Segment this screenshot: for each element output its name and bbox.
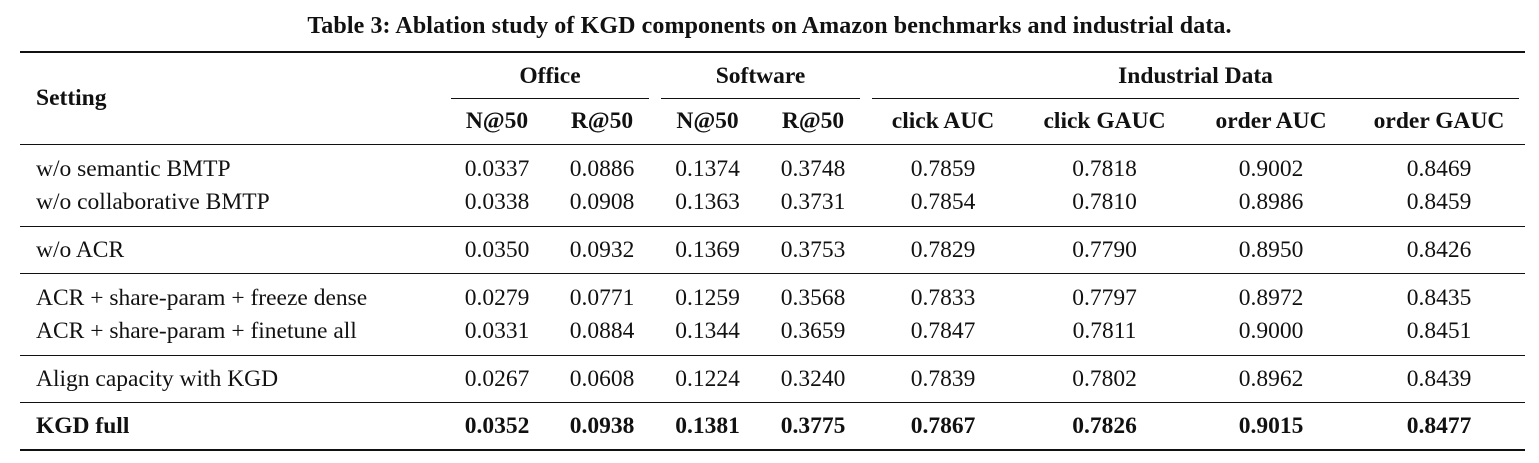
group-label-industrial: Industrial Data [1118,62,1273,89]
table-cell: 0.7810 [1072,189,1137,215]
table-cell: 0.3568 [780,285,846,311]
table-cell: 0.0338 [464,189,530,215]
header-row-columns: N@50 R@50 N@50 R@50 click AUC click GAUC… [20,99,1525,145]
group-label-office: Office [519,62,581,89]
table-cell: 0.8962 [1238,365,1304,392]
table-cell: 0.1369 [675,236,740,263]
column-header: R@50 [570,108,634,134]
table-cell: 0.1363 [675,189,740,215]
group-header-office: Office [445,52,655,99]
table-cell: 0.8950 [1238,236,1304,263]
table-caption: Table 3: Ablation study of KGD component… [307,13,1232,39]
table-cell: 0.7790 [1072,236,1137,263]
column-header: N@50 [465,108,529,134]
column-header: N@50 [676,108,739,134]
group-header-software: Software [655,52,866,99]
table-cell: 0.0932 [569,236,635,263]
table-row: Align capacity with KGD 0.0267 0.0608 0.… [20,355,1526,403]
table-cell: 0.1224 [675,365,740,392]
group-underline-industrial [872,98,1520,99]
table-cell: 0.7811 [1072,318,1137,344]
ablation-table: Setting Office Software Industrial Data … [20,51,1526,451]
table-cell: 0.1259 [675,285,740,311]
table-row: w/o semantic BMTP 0.0337 0.0886 0.1374 0… [20,144,1526,187]
table-cell: 0.0886 [569,156,635,182]
table-cell: 0.7839 [910,365,976,392]
table-row-full-model: KGD full 0.0352 0.0938 0.1381 0.3775 0.7… [20,402,1526,450]
table-cell: 0.8469 [1406,156,1472,182]
table-cell: 0.1374 [675,156,740,182]
group-underline-office [451,98,650,99]
table-cell: 0.7847 [910,318,976,344]
table-cell: 0.7829 [910,236,976,263]
table-cell: 0.3775 [780,412,846,439]
table-cell: 0.8439 [1406,365,1472,392]
table-cell: 0.7854 [910,189,976,215]
table-cell: 0.3753 [780,236,846,263]
table-cell: 0.9002 [1238,156,1304,182]
setting-header: Setting [36,85,107,111]
table-cell: 0.3748 [780,156,846,182]
table-cell: 0.8426 [1406,236,1472,263]
table-cell: 0.1344 [675,318,740,344]
table-row: ACR + share-param + finetune all 0.0331 … [20,315,1525,356]
row-label: w/o semantic BMTP [36,156,231,182]
row-label: w/o ACR [36,236,125,263]
header-row-groups: Setting Office Software Industrial Data [20,52,1526,111]
table-cell: 0.1381 [675,412,740,439]
table-cell: 0.7833 [910,285,976,311]
table-row: w/o ACR 0.0350 0.0932 0.1369 0.3753 0.78… [20,226,1526,274]
row-label: w/o collaborative BMTP [36,189,270,215]
row-label: ACR + share-param + finetune all [36,318,357,344]
table-cell: 0.0608 [569,365,635,392]
table-cell: 0.0350 [464,236,530,263]
table-cell: 0.8972 [1238,285,1304,311]
row-label: KGD full [36,412,130,439]
table-cell: 0.0884 [569,318,635,344]
group-label-software: Software [715,62,806,89]
table-cell: 0.8986 [1238,189,1304,215]
group-header-industrial: Industrial Data [866,52,1525,99]
table-cell: 0.0267 [464,365,530,392]
table-cell: 0.0279 [464,285,530,311]
table-cell: 0.8451 [1406,318,1472,344]
table-cell: 0.7826 [1072,412,1137,439]
table-row: ACR + share-param + freeze dense 0.0279 … [20,273,1526,316]
table-cell: 0.9015 [1238,412,1304,439]
table-cell: 0.9000 [1238,318,1304,344]
table-cell: 0.8435 [1406,285,1472,311]
table-cell: 0.0352 [464,412,530,439]
group-underline-software [661,98,861,99]
table-cell: 0.0331 [464,318,530,344]
table-cell: 0.7818 [1072,156,1137,182]
table-cell: 0.8477 [1406,412,1472,439]
table-cell: 0.3659 [780,318,846,344]
table-cell: 0.7797 [1072,285,1137,311]
row-label: ACR + share-param + freeze dense [36,285,368,311]
column-header: order AUC [1215,108,1327,134]
row-label: Align capacity with KGD [36,365,279,392]
column-header: click GAUC [1043,108,1166,134]
column-header: order GAUC [1373,108,1505,134]
column-header: click AUC [891,108,995,134]
table-cell: 0.8459 [1406,189,1472,215]
column-header: R@50 [781,108,845,134]
table-cell: 0.0938 [569,412,635,439]
table-cell: 0.0771 [569,285,635,311]
table-cell: 0.7859 [910,156,976,182]
table-cell: 0.7867 [910,412,976,439]
table-cell: 0.0908 [569,189,635,215]
table-cell: 0.7802 [1072,365,1137,392]
table-cell: 0.0337 [464,156,530,182]
table-row: w/o collaborative BMTP 0.0338 0.0908 0.1… [20,186,1525,227]
table-cell: 0.3731 [780,189,846,215]
table-cell: 0.3240 [780,365,846,392]
